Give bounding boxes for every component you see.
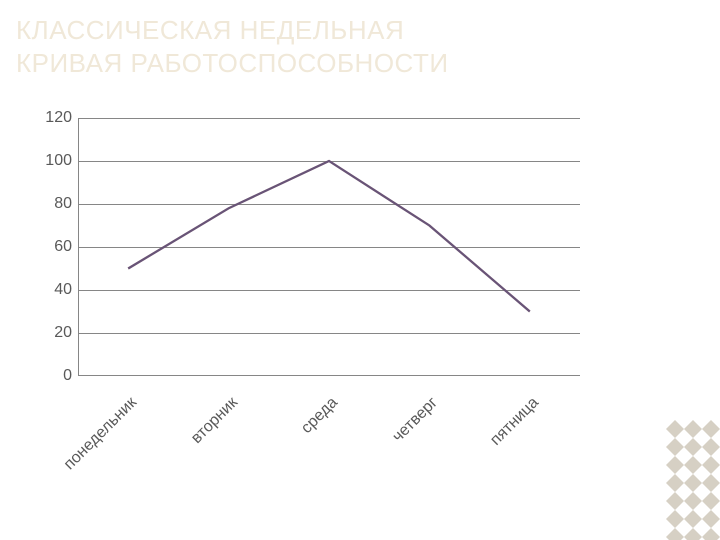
xtick-label: пятница (487, 394, 543, 450)
ytick-label: 60 (32, 238, 72, 256)
xtick-label: вторник (188, 394, 242, 448)
ytick-label: 0 (32, 367, 72, 385)
ytick-label: 80 (32, 195, 72, 213)
ytick-label: 20 (32, 324, 72, 342)
xtick-label: среда (298, 394, 342, 438)
x-axis-labels: понедельник вторник среда четверг пятниц… (60, 388, 580, 508)
title-line1: КЛАССИЧЕСКАЯ НЕДЕЛЬНАЯ (16, 15, 404, 45)
ytick-label: 40 (32, 281, 72, 299)
xtick-label: понедельник (61, 394, 141, 474)
xtick-label: четверг (390, 394, 442, 446)
ytick-label: 100 (32, 152, 72, 170)
line-series (78, 118, 580, 376)
page-title: КЛАССИЧЕСКАЯ НЕДЕЛЬНАЯ КРИВАЯ РАБОТОСПОС… (16, 14, 449, 79)
slide: КЛАССИЧЕСКАЯ НЕДЕЛЬНАЯ КРИВАЯ РАБОТОСПОС… (0, 0, 720, 540)
title-line2: КРИВАЯ РАБОТОСПОСОБНОСТИ (16, 48, 449, 78)
ytick-label: 120 (32, 109, 72, 127)
side-decoration (666, 420, 720, 540)
performance-chart: 120 100 80 60 40 20 0 (60, 118, 580, 378)
